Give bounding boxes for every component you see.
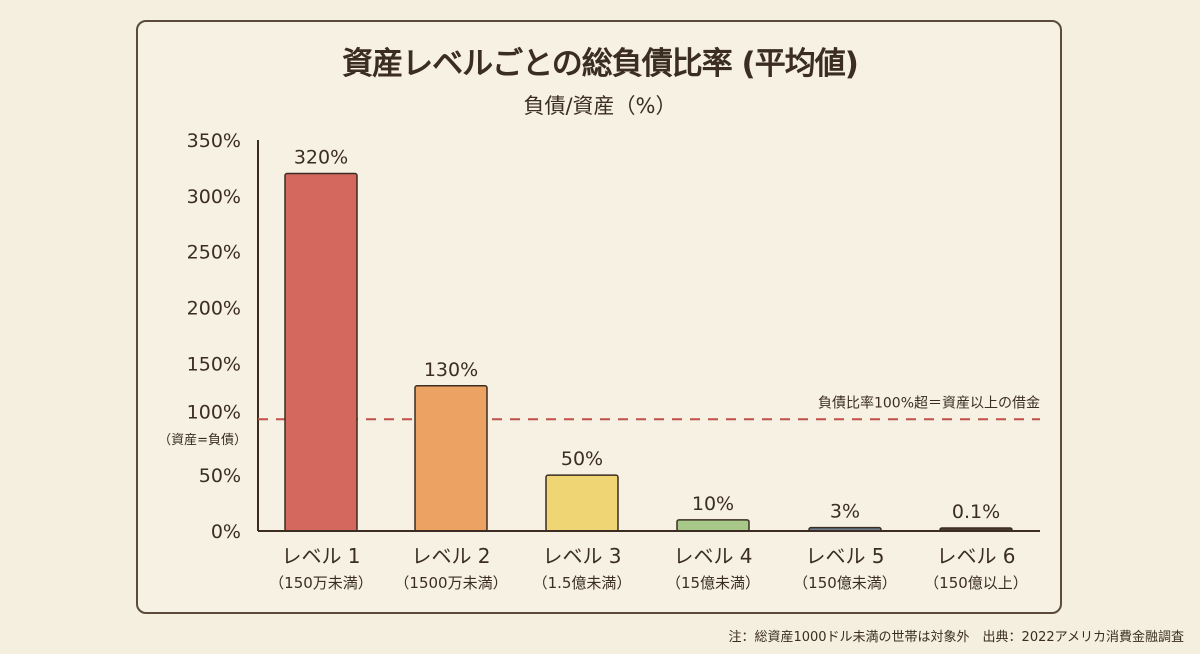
x-tick-sublabel: （1500万未満） — [394, 574, 507, 592]
x-tick-label: レベル 6 — [936, 544, 1015, 568]
x-tick-sublabel: （150万未満） — [269, 574, 373, 592]
y-tick-label: 150% — [187, 353, 241, 375]
bar — [545, 474, 619, 532]
data-label: 10% — [692, 493, 734, 515]
data-label: 0.1% — [952, 501, 1000, 523]
chart-subtitle: 負債/資産（%） — [523, 94, 677, 118]
x-tick-label: レベル 2 — [411, 544, 490, 568]
footnote: 注：総資産1000ドル未満の世帯は対象外 出典：2022アメリカ消費金融調査 — [728, 630, 1184, 645]
y-tick-sublabel: （資産=負債） — [158, 432, 247, 448]
x-tick-label: レベル 5 — [805, 544, 884, 568]
bar — [414, 385, 488, 532]
data-label: 320% — [294, 147, 348, 169]
x-tick-label: レベル 4 — [673, 544, 752, 568]
bar — [676, 519, 750, 532]
y-tick-label: 300% — [187, 186, 241, 208]
x-tick-sublabel: （15億未満） — [666, 574, 760, 592]
y-tick-label: 350% — [187, 130, 241, 152]
x-tick-sublabel: （150億以上） — [924, 574, 1028, 592]
x-tick-label: レベル 3 — [542, 544, 621, 568]
reference-line-label: 負債比率100%超＝資産以上の借金 — [818, 394, 1040, 411]
x-tick-sublabel: （1.5億未満） — [533, 574, 632, 592]
x-tick-sublabel: （150億未満） — [793, 574, 897, 592]
y-tick-label: 100% — [187, 401, 241, 423]
y-tick-label: 250% — [187, 242, 241, 264]
bar — [284, 172, 358, 532]
data-label: 3% — [830, 501, 860, 523]
y-tick-label: 0% — [211, 521, 241, 543]
y-tick-label: 50% — [199, 465, 241, 487]
chart-title: 資産レベルごとの総負債比率 (平均値) — [342, 46, 859, 82]
x-tick-label: レベル 1 — [281, 544, 360, 568]
data-label: 130% — [424, 359, 478, 381]
y-tick-label: 200% — [187, 298, 241, 320]
data-label: 50% — [561, 448, 603, 470]
